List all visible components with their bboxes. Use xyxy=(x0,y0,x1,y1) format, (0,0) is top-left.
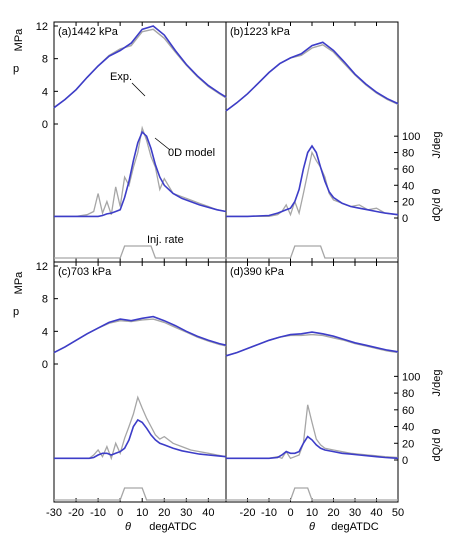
injection-rate-line-a xyxy=(54,245,226,259)
x-tick-label: 0 xyxy=(117,507,123,519)
hrr-tick-label: 60 xyxy=(402,405,414,417)
hrr-exp-line-c xyxy=(54,395,227,461)
x-tick-label: 0 xyxy=(287,507,293,519)
panel-title-a: (a)1442 kPa xyxy=(58,26,119,38)
pressure-model-line-b xyxy=(225,41,399,112)
hrr-tick-label: 40 xyxy=(402,180,414,192)
hrr-tick-label: 0 xyxy=(402,455,408,467)
hrr-tick-label: 0 xyxy=(402,213,408,225)
pressure-exp-line-d xyxy=(225,333,399,357)
injection-rate-line-c xyxy=(54,487,226,501)
degatdc-axis-label-left: degATDC xyxy=(149,521,197,533)
x-tick-label: 40 xyxy=(370,507,382,519)
hrr-exp-line-d xyxy=(226,404,399,460)
p-tick-label: 0 xyxy=(42,119,48,131)
hrr-model-line-c xyxy=(54,418,227,460)
exp-annotation: Exp. xyxy=(110,71,132,83)
x-tick-label: 50 xyxy=(392,507,404,519)
jdeg-axis-label-bottom: J/deg xyxy=(431,370,443,397)
p-axis-label-top: p xyxy=(13,63,19,75)
p-tick-label: 4 xyxy=(42,326,48,338)
mpa-axis-label-top: MPa xyxy=(13,28,25,52)
p-tick-label: 12 xyxy=(36,261,48,273)
hrr-model-line-b xyxy=(226,144,399,218)
x-tick-label: -10 xyxy=(261,507,277,519)
injection-rate-line-d xyxy=(226,487,398,501)
jdeg-axis-label-top: J/deg xyxy=(431,132,443,159)
x-tick-label: -10 xyxy=(90,507,106,519)
pressure-exp-line-b xyxy=(225,44,399,112)
p-tick-label: 8 xyxy=(42,294,48,306)
exp-annotation-leader xyxy=(131,82,146,97)
dq-axis-label-top: dQ/d θ xyxy=(431,188,443,221)
hrr-tick-label: 100 xyxy=(402,371,420,383)
x-tick-label: -30 xyxy=(46,507,62,519)
p-tick-label: 8 xyxy=(42,54,48,66)
hrr-exp-line-a xyxy=(54,125,227,218)
hrr-tick-label: 20 xyxy=(402,438,414,450)
p-tick-label: 4 xyxy=(42,86,48,98)
pressure-exp-line-a xyxy=(53,28,227,109)
p-tick-label: 0 xyxy=(42,359,48,371)
chart-frame xyxy=(53,21,399,503)
x-tick-label: 40 xyxy=(202,507,214,519)
x-tick-label: 20 xyxy=(327,507,339,519)
pressure-model-line-c xyxy=(53,315,227,354)
x-tick-label: 10 xyxy=(306,507,318,519)
mpa-axis-label-bottom: MPa xyxy=(13,271,25,295)
model-annotation: 0D model xyxy=(168,147,215,159)
theta-axis-label: θ xyxy=(309,521,315,533)
panel-title-d: (d)390 kPa xyxy=(230,266,285,278)
chart-panels: (a)1442 kPa (b)1223 kPa (c)703 kPa (d)390 k… xyxy=(53,25,399,501)
hrr-tick-label: 80 xyxy=(402,148,414,160)
dq-axis-label-bottom: dQ/d θ xyxy=(431,428,443,461)
x-tick-label: 30 xyxy=(349,507,361,519)
x-tick-label: -20 xyxy=(68,507,84,519)
theta-axis-label-left: θ xyxy=(125,521,131,533)
x-tick-label: 20 xyxy=(158,507,170,519)
hrr-tick-label: 40 xyxy=(402,422,414,434)
hrr-tick-label: 20 xyxy=(402,197,414,209)
inj-annotation: Inj. rate xyxy=(147,234,184,246)
hrr-tick-label: 80 xyxy=(402,388,414,400)
degatdc-axis-label: degATDC xyxy=(331,521,379,533)
p-axis-label-bottom: p xyxy=(13,306,19,318)
panel-title-c: (c)703 kPa xyxy=(58,266,112,278)
hrr-exp-line-b xyxy=(226,150,399,218)
hrr-tick-label: 60 xyxy=(402,164,414,176)
x-tick-label: 30 xyxy=(180,507,192,519)
pressure-model-line-d xyxy=(225,331,399,357)
p-tick-label: 12 xyxy=(36,21,48,33)
x-tick-label: -20 xyxy=(240,507,256,519)
panel-title-b: (b)1223 kPa xyxy=(230,26,291,38)
pressure-model-line-a xyxy=(53,25,227,109)
pressure-exp-line-c xyxy=(53,318,227,354)
hrr-tick-label: 100 xyxy=(402,131,420,143)
hrr-model-line-a xyxy=(54,130,227,218)
injection-rate-line-b xyxy=(226,245,398,259)
x-tick-label: 10 xyxy=(136,507,148,519)
model-annotation-leader xyxy=(154,137,171,151)
hrr-model-line-d xyxy=(226,435,399,460)
